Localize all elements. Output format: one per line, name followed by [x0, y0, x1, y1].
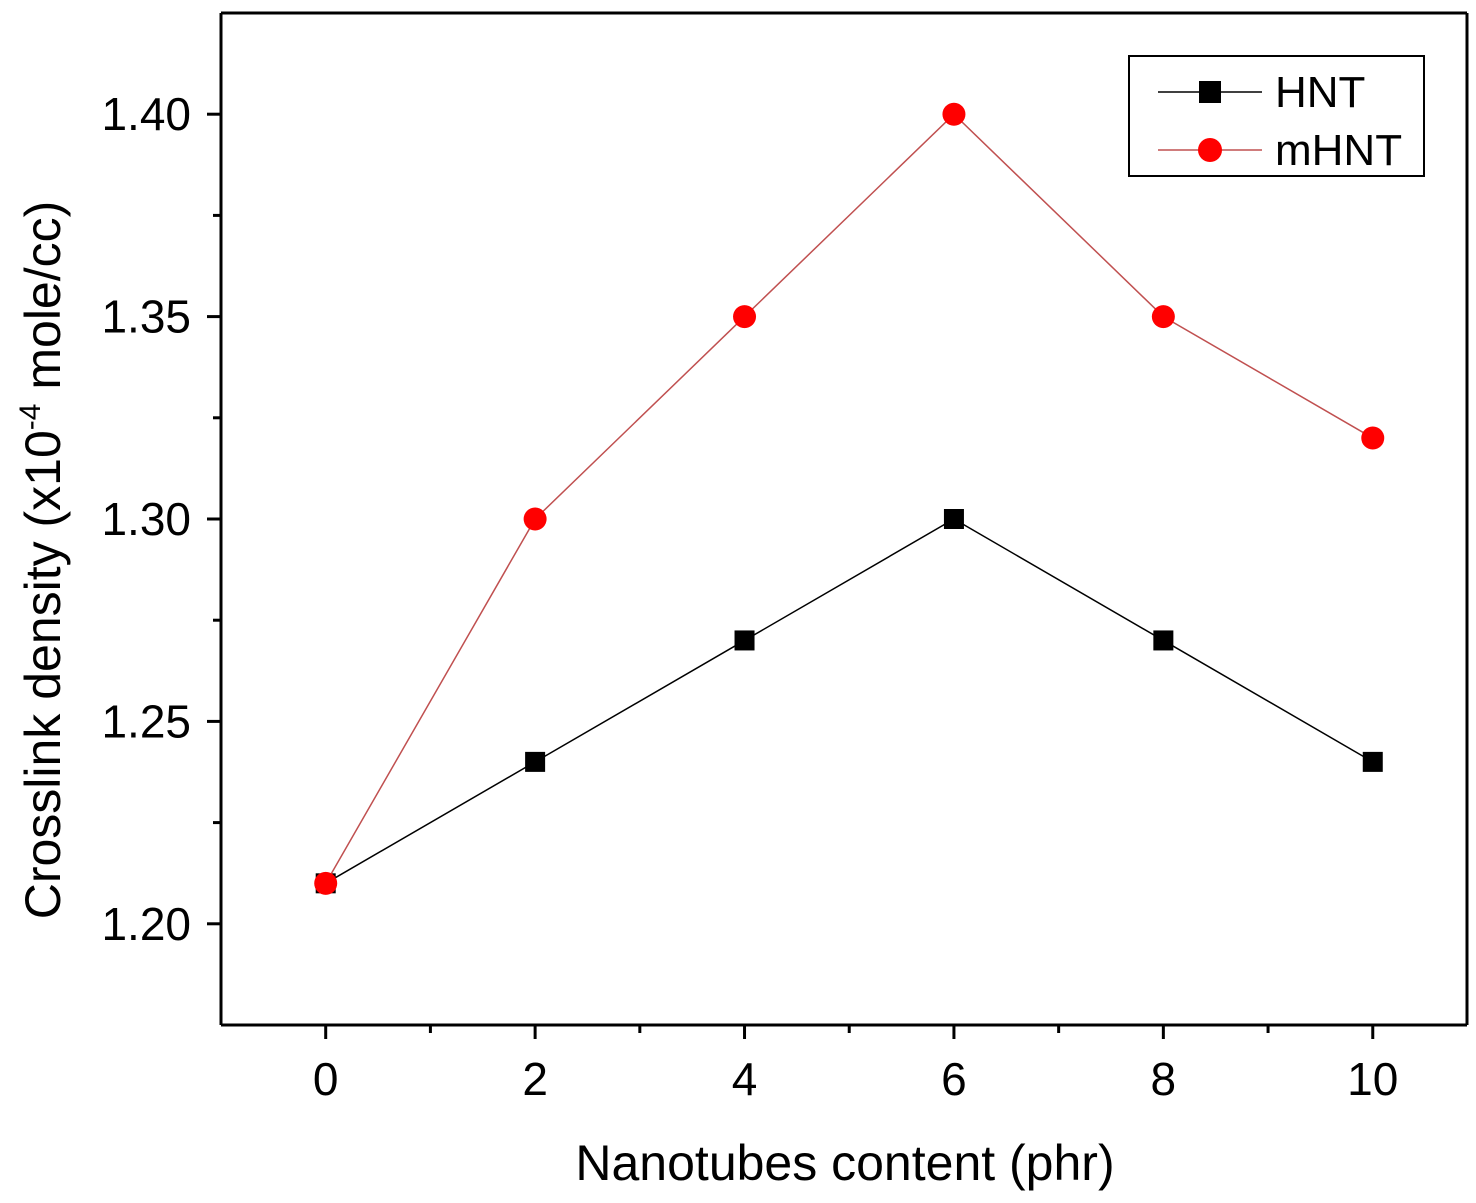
y-axis-title-suffix: mole/cc) [15, 201, 71, 404]
x-tick-label: 8 [1151, 1053, 1177, 1105]
data-point-circle [1361, 426, 1385, 450]
legend-label-hnt: HNT [1275, 68, 1365, 117]
legend-marker-square [1199, 81, 1221, 103]
data-point-circle [314, 871, 338, 895]
data-point-square [1153, 630, 1174, 651]
x-tick-label: 6 [941, 1053, 967, 1105]
series-line [325, 518, 1374, 884]
legend-box [1128, 55, 1425, 177]
series-hnt [315, 509, 1383, 894]
data-point-square [734, 630, 755, 651]
data-point-square [943, 509, 964, 529]
data-point-circle [1151, 305, 1175, 329]
y-axis-title: Crosslink density (x10-4 mole/cc) [14, 201, 71, 920]
x-tick-label: 0 [313, 1053, 339, 1105]
y-axis-title-prefix: Crosslink density (x10 [15, 430, 71, 919]
data-point-circle [733, 305, 757, 329]
legend-label-mhnt: mHNT [1275, 126, 1402, 175]
legend-marker-circle [1198, 138, 1222, 162]
x-axis-title: Nanotubes content (phr) [575, 1135, 1114, 1191]
y-tick-label: 1.20 [101, 898, 191, 950]
legend-entry-mhnt: mHNT [1158, 126, 1402, 175]
data-point-square [525, 751, 546, 772]
y-tick-label: 1.35 [101, 291, 191, 343]
axis-tick-labels: 0 2 4 6 8 10 1.20 1.25 1.30 1.35 1.40 [101, 88, 1398, 1105]
data-series [314, 102, 1385, 895]
y-tick-label: 1.30 [101, 493, 191, 545]
data-point-circle [942, 102, 966, 126]
x-tick-label: 4 [732, 1053, 758, 1105]
y-axis-title-exponent: -4 [14, 404, 47, 431]
y-tick-label: 1.40 [101, 88, 191, 140]
data-point-square [1362, 751, 1383, 772]
legend: HNT mHNT [1128, 55, 1425, 177]
series-mhnt [314, 102, 1385, 895]
data-point-circle [523, 507, 547, 531]
legend-entry-hnt: HNT [1158, 68, 1365, 117]
x-tick-label: 2 [522, 1053, 548, 1105]
x-tick-label: 10 [1347, 1053, 1398, 1105]
axis-ticks [207, 112, 1375, 1039]
series-line [325, 113, 1374, 884]
y-tick-label: 1.25 [101, 695, 191, 747]
